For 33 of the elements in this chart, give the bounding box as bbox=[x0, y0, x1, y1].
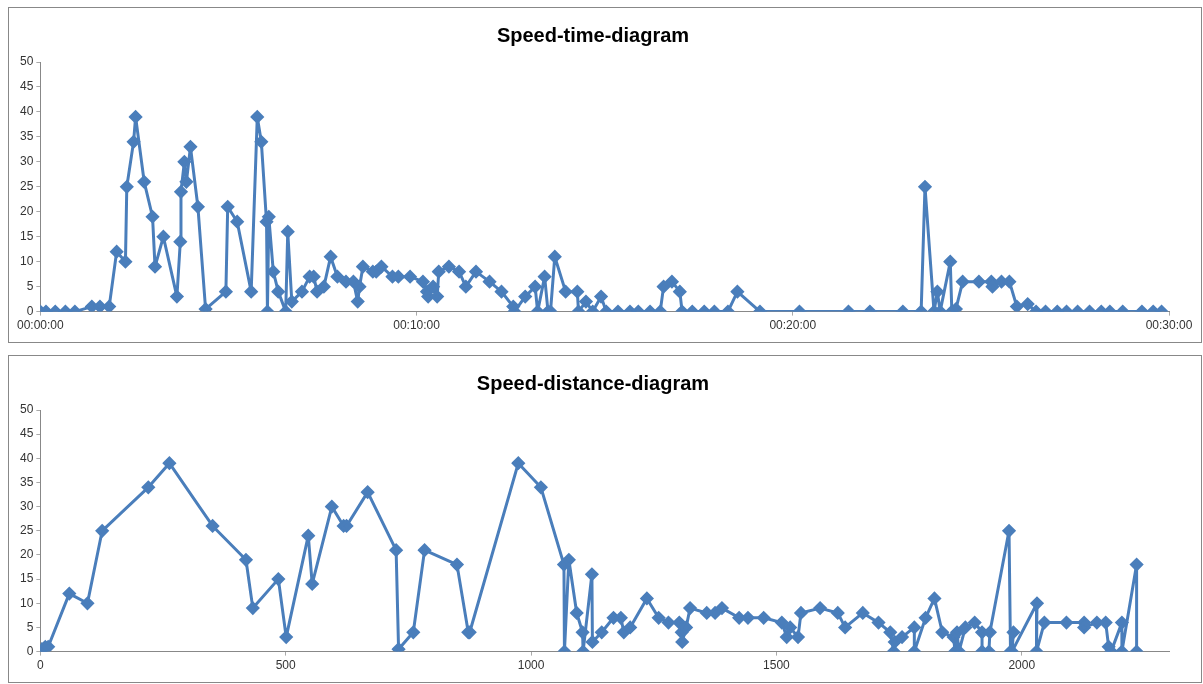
y-tick-label: 35 bbox=[19, 129, 34, 144]
y-tick-label: 20 bbox=[19, 204, 34, 219]
x-tick-label: 00:30:00 bbox=[1145, 318, 1193, 333]
y-tick-label: 50 bbox=[19, 402, 34, 417]
y-tick-label: 25 bbox=[19, 523, 34, 538]
y-tick-label: 50 bbox=[19, 54, 34, 69]
y-tick-label: 40 bbox=[19, 450, 34, 465]
x-tick-label: 00:20:00 bbox=[769, 318, 817, 333]
y-tick-label: 0 bbox=[26, 303, 34, 318]
chart-title: Speed-time-diagram bbox=[496, 23, 690, 46]
y-tick-label: 5 bbox=[26, 619, 34, 634]
x-tick-label: 2000 bbox=[1008, 658, 1036, 673]
x-tick-label: 1000 bbox=[517, 658, 545, 673]
chart-title: Speed-distance-diagram bbox=[476, 371, 710, 394]
x-tick-label: 0 bbox=[37, 658, 44, 673]
y-tick-label: 5 bbox=[26, 278, 34, 293]
y-tick-label: 30 bbox=[19, 498, 34, 513]
x-tick-label: 1500 bbox=[763, 658, 791, 673]
y-tick-label: 45 bbox=[19, 426, 34, 441]
y-tick-label: 35 bbox=[19, 474, 34, 489]
x-tick-label: 500 bbox=[275, 658, 297, 673]
y-tick-label: 25 bbox=[19, 179, 34, 194]
y-tick-label: 10 bbox=[19, 595, 34, 610]
y-tick-label: 10 bbox=[19, 253, 34, 268]
y-tick-label: 20 bbox=[19, 547, 34, 562]
y-tick-label: 30 bbox=[19, 154, 34, 169]
y-tick-label: 15 bbox=[19, 229, 34, 244]
y-tick-label: 40 bbox=[19, 104, 34, 119]
x-tick-label: 00:00:00 bbox=[16, 318, 65, 333]
x-tick-label: 00:10:00 bbox=[393, 318, 441, 333]
y-tick-label: 15 bbox=[19, 571, 34, 586]
y-tick-label: 45 bbox=[19, 79, 34, 94]
y-tick-label: 0 bbox=[26, 643, 34, 658]
